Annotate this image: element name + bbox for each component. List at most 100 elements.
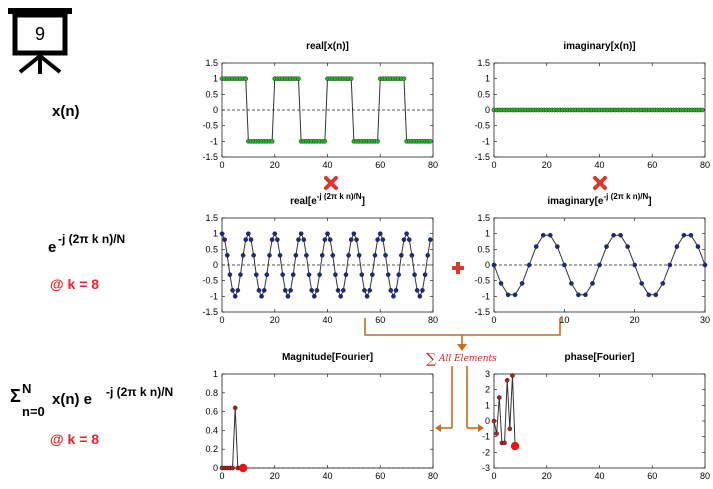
sum-body: x(n) e [52,391,92,408]
frame-number: 9 [35,24,45,44]
data-point [290,272,296,277]
kernel-base: e [48,239,56,256]
data-point [319,253,325,258]
y-tick-label: -1 [482,432,490,442]
sum-note-text: All Elements [438,354,497,364]
data-point [583,292,588,298]
chart-real-x: real[x(n)]1.510.50-0.5-1-1.50 20 40 60 80 [202,41,438,170]
sum-upper: N [22,381,31,396]
data-point [533,244,539,249]
data-point [348,237,354,242]
data-point [264,272,270,277]
multiply-icon-right [593,176,607,190]
data-point [604,244,609,249]
y-tick-label: 1.5 [205,58,218,68]
data-point [248,237,254,242]
y-tick-label: 1 [485,74,490,84]
x-tick-label: 20 [270,471,280,481]
data-point [230,288,235,293]
data-point [420,288,425,293]
data-point [219,231,225,236]
data-point [404,231,409,236]
data-point [375,139,380,144]
data-point [688,232,694,238]
y-tick-label: 0.4 [205,425,218,435]
data-point [639,281,645,286]
y-tick-label: 0.2 [205,444,218,454]
y-tick-label: -0.5 [202,276,218,286]
data-point [422,272,428,277]
x-tick-label: 20 [542,471,552,481]
x-tick-label: 30 [700,315,710,325]
data-point [309,288,314,293]
highlight-point [510,441,520,451]
y-tick-label: 1.5 [477,213,490,223]
data-point [335,288,341,293]
y-tick-label: 0.5 [477,89,490,99]
data-point [269,237,275,242]
kernel-label: e -j (2π k n)/N [48,232,125,256]
data-point [681,232,687,238]
data-point [346,253,351,258]
highlight-point [238,463,248,473]
data-point [510,373,515,378]
data-point [406,237,412,242]
y-tick-label: -1 [482,136,490,146]
chart-title: imaginary[x(n)] [563,41,635,52]
data-point [240,253,246,258]
x-tick-label: 60 [375,471,385,481]
data-point [494,431,499,436]
x-tick-label: 20 [542,160,552,170]
data-point [496,395,502,400]
data-point [362,288,367,293]
data-point [632,262,637,268]
x-tick-label: 40 [322,471,332,481]
data-point [702,262,708,268]
sum-sigma: Σ [10,386,21,406]
data-point [425,253,431,258]
x-tick-label: 20 [270,160,280,170]
data-point [330,253,336,258]
x-tick-label: 80 [700,471,710,481]
data-point [243,237,249,242]
chart-real-kernel: real[e-j (2π k n)/N]1.510.50-0.5-1-1.50 2… [202,192,438,325]
y-tick-label: 0 [213,463,218,473]
data-point [653,292,659,298]
x-tick-label: 80 [428,160,438,170]
data-point [317,272,322,277]
data-point [414,288,420,293]
data-point [391,294,396,299]
data-point [396,272,402,277]
multiply-icon-left [324,176,338,190]
data-point [625,244,630,249]
data-point [370,272,375,277]
x-tick-label: 0 [219,160,224,170]
chart-imag-kernel: imaginary[e-j (2π k n)/N] 1.5 1 0.5 0 -0.5 -1 -… [474,192,710,325]
data-point [275,237,280,242]
x-tick-label: 60 [375,315,385,325]
data-point [359,272,365,277]
data-point [285,294,291,299]
data-point [562,262,567,268]
y-tick-label: 0 [485,105,490,115]
data-point [343,272,349,277]
x-tick-label: 0 [219,315,224,325]
data-point [491,418,497,424]
x-tick-label: 20 [270,315,280,325]
x-tick-label: 0 [491,160,496,170]
data-point [338,294,343,299]
chart-title: Magnitude[Fourier] [282,352,373,363]
y-tick-label: 1.5 [477,58,490,68]
data-point [341,288,346,293]
plot-frame [221,373,434,469]
data-point [393,288,399,293]
data-point [253,272,259,277]
y-tick-label: 0 [485,416,490,426]
data-point [251,253,256,258]
y-tick-label: -0.5 [202,121,218,131]
y-tick-label: -1.5 [202,307,218,317]
data-point [259,294,264,299]
data-point [322,237,328,242]
